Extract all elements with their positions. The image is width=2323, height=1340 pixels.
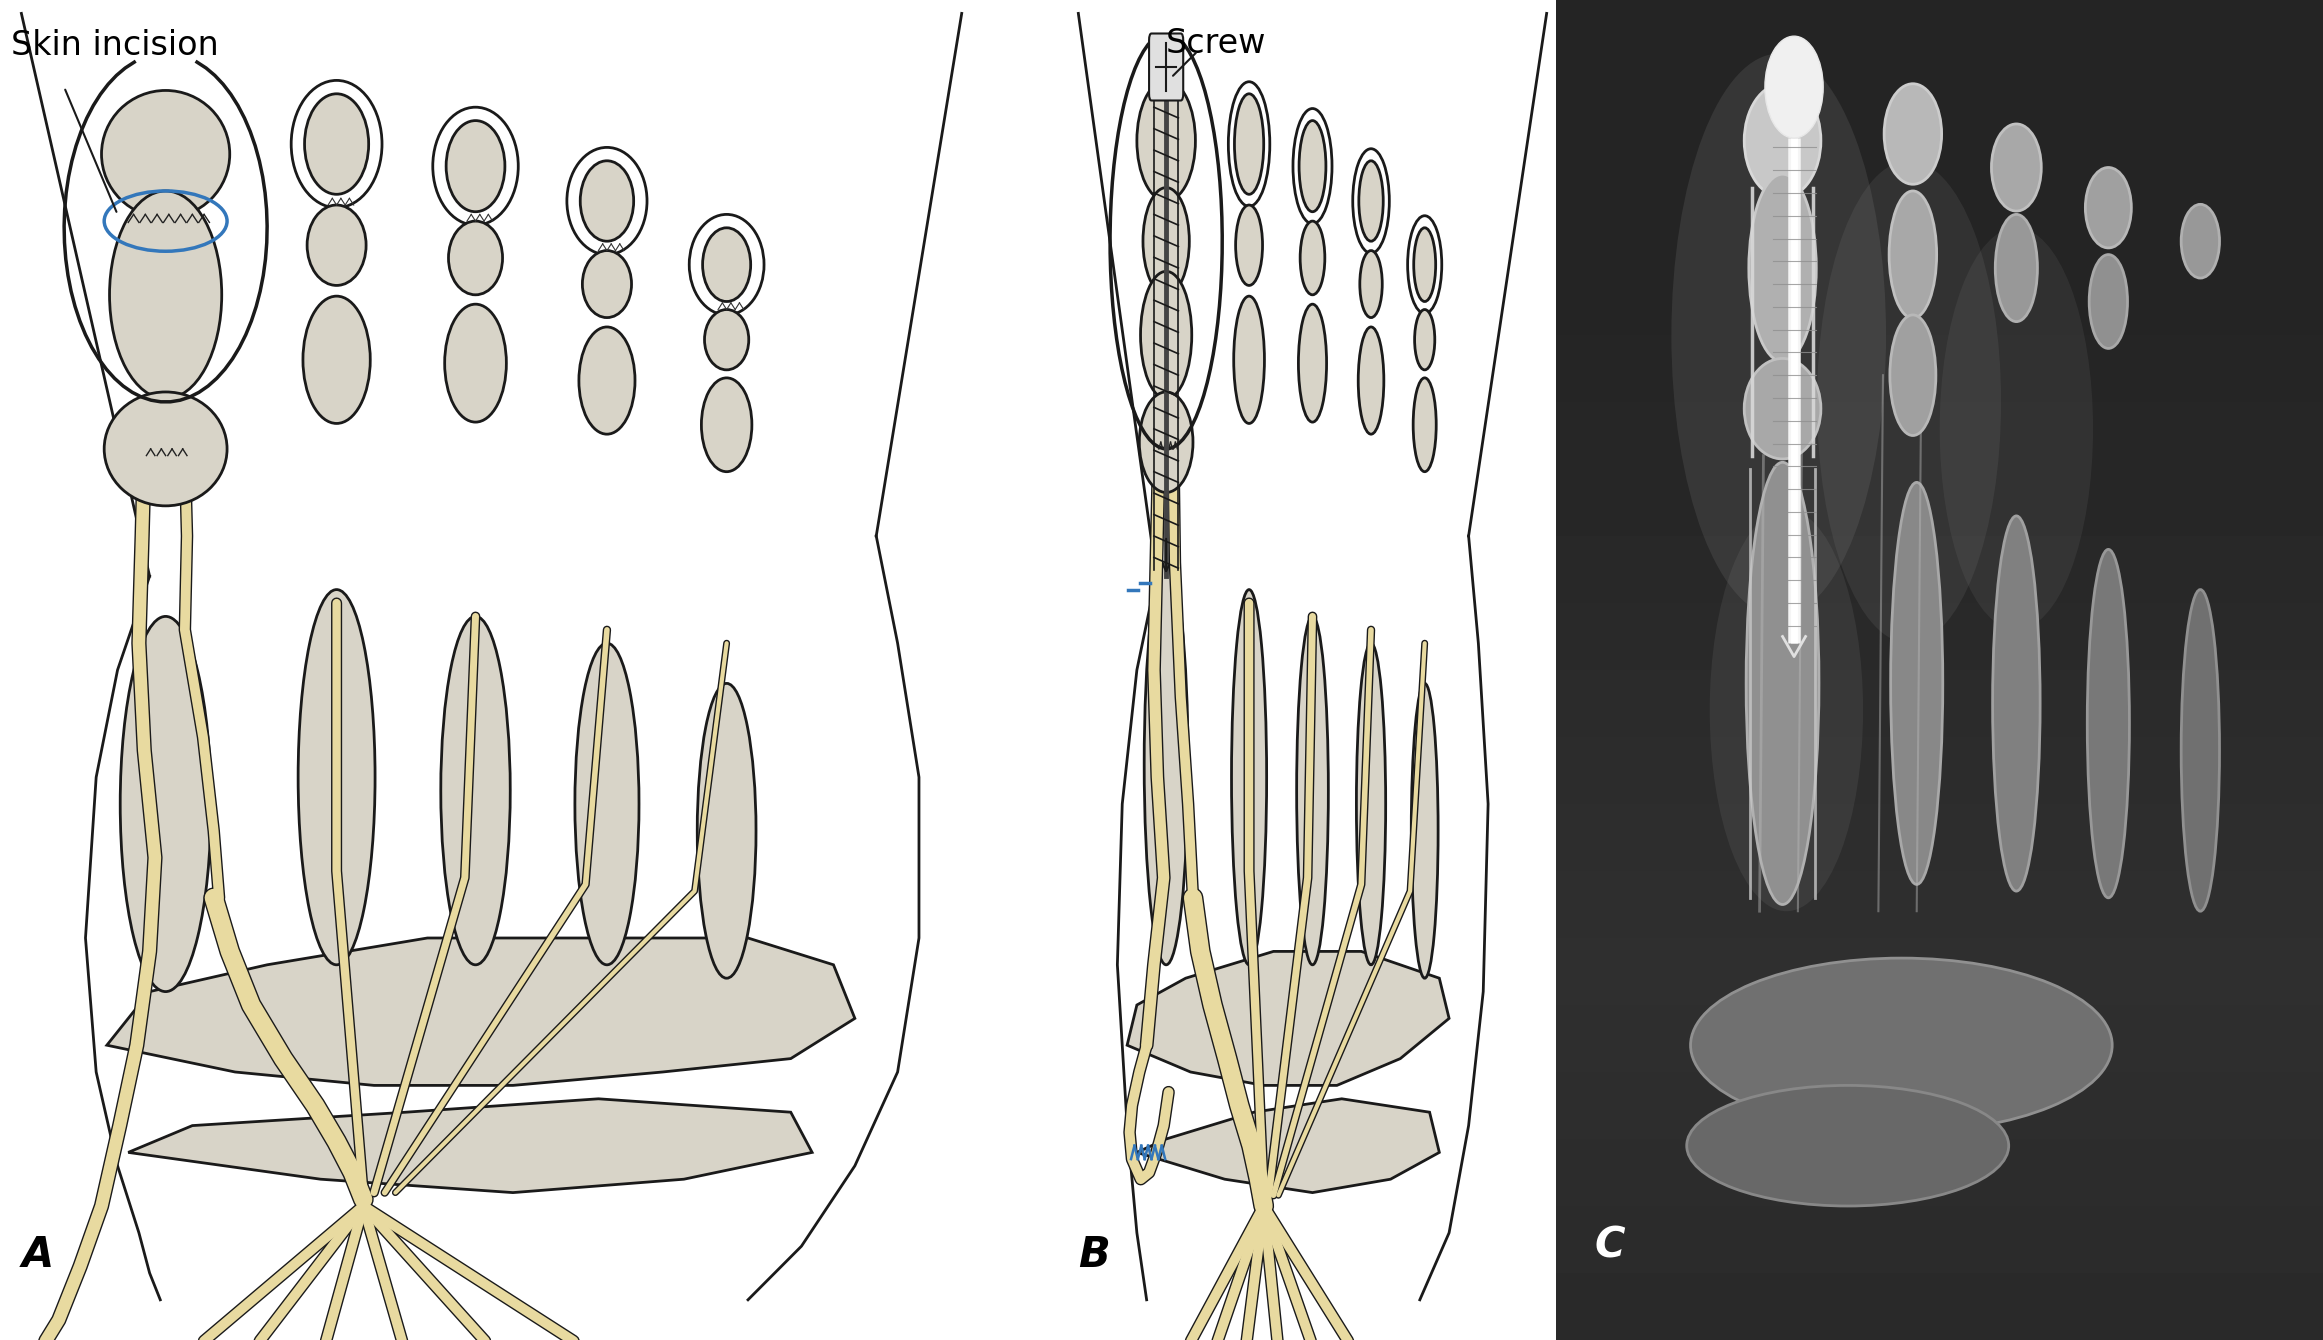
Bar <box>1556 1139 2323 1206</box>
Bar <box>1556 938 2323 1005</box>
Ellipse shape <box>1412 378 1436 472</box>
Ellipse shape <box>1415 228 1436 302</box>
Ellipse shape <box>1817 161 2000 643</box>
Bar <box>1556 67 2323 134</box>
Ellipse shape <box>105 391 228 507</box>
PathPatch shape <box>107 938 855 1085</box>
Ellipse shape <box>1136 80 1196 201</box>
PathPatch shape <box>128 1099 813 1193</box>
PathPatch shape <box>1136 1099 1440 1193</box>
Ellipse shape <box>1141 271 1192 399</box>
Ellipse shape <box>1891 315 1935 436</box>
Text: Screw: Screw <box>1166 27 1266 60</box>
PathPatch shape <box>1127 951 1450 1085</box>
Ellipse shape <box>1415 310 1436 370</box>
Bar <box>1556 1005 2323 1072</box>
Ellipse shape <box>2181 590 2218 911</box>
Ellipse shape <box>704 310 748 370</box>
Ellipse shape <box>1138 391 1194 492</box>
Ellipse shape <box>121 616 211 992</box>
Bar <box>1556 1072 2323 1139</box>
Ellipse shape <box>574 643 639 965</box>
Ellipse shape <box>1359 161 1382 241</box>
Ellipse shape <box>1745 83 1821 198</box>
Ellipse shape <box>109 190 221 399</box>
Ellipse shape <box>1231 590 1266 965</box>
Text: A: A <box>21 1234 53 1276</box>
Ellipse shape <box>1301 221 1324 295</box>
Ellipse shape <box>581 161 634 241</box>
Ellipse shape <box>1673 54 1886 616</box>
Bar <box>1556 1206 2323 1273</box>
Bar <box>1556 402 2323 469</box>
Ellipse shape <box>1236 205 1261 285</box>
Bar <box>1556 469 2323 536</box>
Ellipse shape <box>1747 462 1819 904</box>
Bar <box>1556 670 2323 737</box>
Ellipse shape <box>578 327 634 434</box>
Ellipse shape <box>1357 643 1387 965</box>
Ellipse shape <box>2088 255 2128 348</box>
Text: C: C <box>1596 1225 1626 1266</box>
Ellipse shape <box>583 251 632 318</box>
Ellipse shape <box>441 616 511 965</box>
Ellipse shape <box>1710 509 1863 911</box>
Bar <box>1556 737 2323 804</box>
Ellipse shape <box>1749 174 1817 362</box>
Ellipse shape <box>1891 482 1942 884</box>
Ellipse shape <box>444 304 506 422</box>
Ellipse shape <box>102 90 230 217</box>
Ellipse shape <box>1884 83 1942 184</box>
Ellipse shape <box>304 94 369 194</box>
Ellipse shape <box>448 221 502 295</box>
Ellipse shape <box>446 121 504 212</box>
Ellipse shape <box>1359 327 1385 434</box>
Ellipse shape <box>1234 94 1264 194</box>
Ellipse shape <box>1991 123 2042 210</box>
Ellipse shape <box>1940 228 2093 630</box>
Ellipse shape <box>1889 190 1937 318</box>
Text: B: B <box>1078 1234 1110 1276</box>
Ellipse shape <box>1686 1085 2009 1206</box>
Circle shape <box>1765 36 1824 138</box>
Ellipse shape <box>1412 683 1438 978</box>
Ellipse shape <box>702 228 750 302</box>
Bar <box>1556 335 2323 402</box>
Ellipse shape <box>302 296 369 423</box>
Ellipse shape <box>1296 616 1329 965</box>
Bar <box>1556 1273 2323 1340</box>
Ellipse shape <box>1234 296 1264 423</box>
Ellipse shape <box>2086 168 2133 248</box>
Bar <box>1556 804 2323 871</box>
Ellipse shape <box>1745 358 1821 458</box>
Bar <box>1556 0 2323 67</box>
Ellipse shape <box>1145 563 1187 965</box>
Ellipse shape <box>697 683 755 978</box>
Ellipse shape <box>702 378 753 472</box>
Ellipse shape <box>1691 958 2112 1132</box>
Bar <box>1556 603 2323 670</box>
Text: Skin incision: Skin incision <box>12 29 218 63</box>
Ellipse shape <box>2181 205 2218 277</box>
Ellipse shape <box>1299 121 1326 212</box>
Ellipse shape <box>2088 549 2130 898</box>
Ellipse shape <box>1993 516 2040 891</box>
Ellipse shape <box>297 590 374 965</box>
Ellipse shape <box>1299 304 1326 422</box>
Ellipse shape <box>1995 214 2037 322</box>
Bar <box>1556 268 2323 335</box>
FancyBboxPatch shape <box>1150 34 1182 100</box>
Bar <box>1556 536 2323 603</box>
Ellipse shape <box>307 205 367 285</box>
Ellipse shape <box>1359 251 1382 318</box>
Bar <box>1556 201 2323 268</box>
Bar <box>1556 871 2323 938</box>
Bar <box>1556 134 2323 201</box>
Ellipse shape <box>1143 188 1189 295</box>
